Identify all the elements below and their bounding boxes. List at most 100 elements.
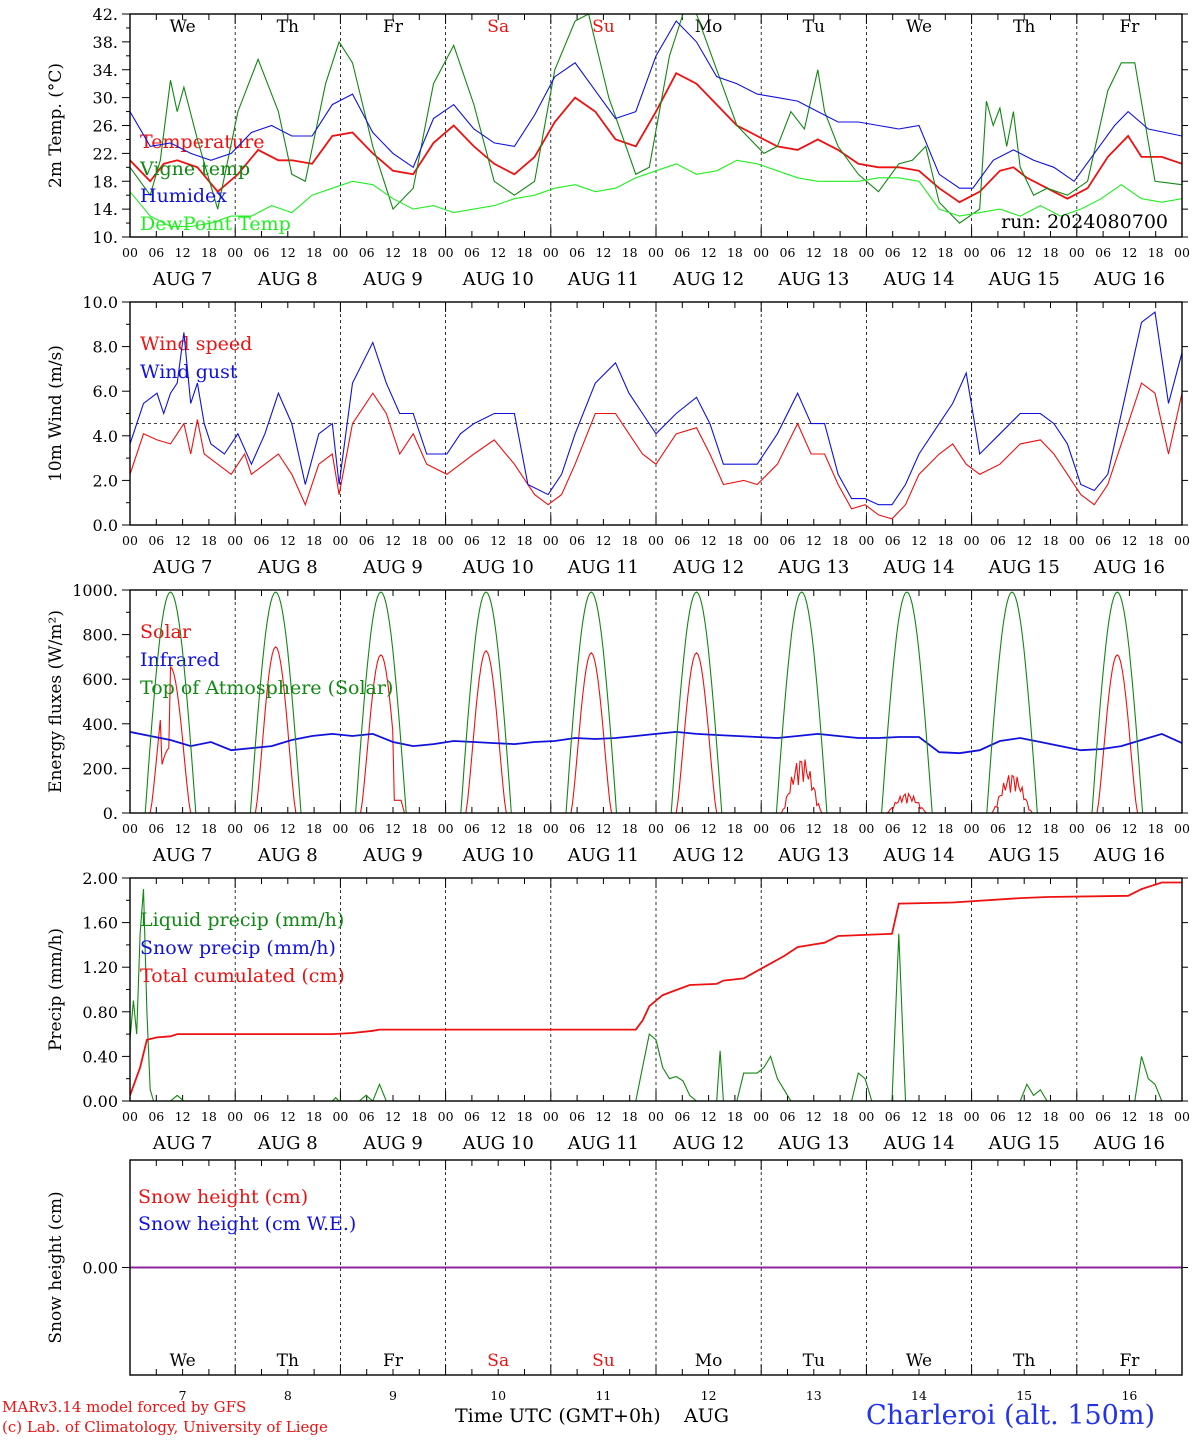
day-of-week-label: Th: [1013, 1351, 1035, 1371]
y-tick-label: 30.: [93, 89, 118, 108]
legend-entry: DewPoint Temp: [140, 213, 291, 235]
x-hour-label: 00: [332, 533, 348, 548]
x-date-label: AUG 15: [988, 1133, 1060, 1154]
x-date-label: AUG 11: [567, 269, 639, 290]
day-of-week-label: Tu: [803, 1351, 825, 1371]
x-hour-label: 06: [148, 821, 164, 836]
y-tick-label: 1.20: [82, 958, 118, 977]
x-date-label: AUG 9: [362, 269, 423, 290]
x-hour-label: 18: [1043, 245, 1059, 260]
series-line: [130, 311, 1182, 506]
x-hour-label: 12: [280, 245, 296, 260]
y-axis-title: 2m Temp. (°C): [46, 63, 66, 188]
x-date-label: AUG 9: [362, 1133, 423, 1154]
y-tick-label: 4.0: [93, 427, 118, 446]
day-of-week-label: We: [170, 1351, 196, 1371]
x-hour-label: 00: [227, 245, 243, 260]
x-hour-label: 00: [543, 1109, 559, 1124]
x-hour-label: 18: [306, 245, 322, 260]
x-hour-label: 18: [1148, 245, 1164, 260]
x-hour-label: 12: [385, 245, 401, 260]
legend-entry: Wind speed: [140, 333, 252, 355]
x-hour-label: 12: [595, 533, 611, 548]
x-hour-label: 12: [911, 533, 927, 548]
x-hour-label: 12: [175, 533, 191, 548]
x-hour-label: 06: [885, 1109, 901, 1124]
x-date-label: AUG 12: [672, 269, 744, 290]
x-hour-label: 00: [1174, 1109, 1190, 1124]
x-hour-label: 12: [701, 821, 717, 836]
x-hour-label: 06: [674, 821, 690, 836]
x-hour-label: 12: [595, 821, 611, 836]
x-hour-label: 18: [306, 1109, 322, 1124]
panel-2: 0.0 2.0 4.0 6.0 8.0 10.0 10m Wind (m/s) 00 06 12 1…: [46, 293, 1190, 578]
x-hour-label: 06: [464, 245, 480, 260]
legend-entry: Snow precip (mm/h): [140, 937, 336, 959]
x-hour-label: 18: [411, 1109, 427, 1124]
x-hour-label: 12: [490, 533, 506, 548]
x-hour-label: 18: [1148, 821, 1164, 836]
day-of-week-label: We: [906, 1351, 932, 1371]
x-hour-label: 18: [832, 1109, 848, 1124]
x-hour-label: 06: [254, 1109, 270, 1124]
x-hour-label: 00: [753, 1109, 769, 1124]
y-axis-title: Snow height (cm): [46, 1191, 66, 1343]
day-of-week-label: Th: [1013, 17, 1035, 37]
x-hour-label: 18: [937, 1109, 953, 1124]
x-date-label: AUG 10: [462, 557, 534, 578]
x-hour-label: 18: [1148, 533, 1164, 548]
x-hour-label: 00: [964, 1109, 980, 1124]
x-hour-label: 12: [1016, 821, 1032, 836]
credit-line-1: MARv3.14 model forced by GFS: [2, 1398, 247, 1416]
x-hour-label: 12: [595, 1109, 611, 1124]
x-hour-label: 00: [122, 1109, 138, 1124]
x-hour-label: 12: [175, 821, 191, 836]
x-hour-label: 06: [780, 245, 796, 260]
series-line: [130, 20, 1182, 189]
x-hour-label: 00: [1069, 533, 1085, 548]
x-hour-label: 06: [359, 533, 375, 548]
x-date-label: AUG 12: [672, 557, 744, 578]
x-hour-label: 00: [543, 821, 559, 836]
y-tick-label: 22.: [93, 144, 118, 163]
x-date-label: AUG 13: [777, 269, 849, 290]
x-hour-label: 18: [517, 1109, 533, 1124]
x-hour-label: 18: [727, 821, 743, 836]
x-hour-label: 00: [227, 533, 243, 548]
x-hour-label: 06: [990, 245, 1006, 260]
x-hour-label: 12: [701, 1109, 717, 1124]
legend-entry: Snow height (cm): [138, 1186, 308, 1208]
x-hour-label: 12: [1016, 533, 1032, 548]
x-hour-label: 00: [332, 1109, 348, 1124]
x-date-label: AUG 8: [257, 557, 318, 578]
x-hour-label: 00: [438, 1109, 454, 1124]
x-hour-label: 06: [464, 533, 480, 548]
x-hour-label: 12: [1016, 1109, 1032, 1124]
x-hour-label: 18: [201, 1109, 217, 1124]
x-hour-label: 18: [622, 821, 638, 836]
day-of-week-label: Mo: [695, 17, 723, 37]
panel-3: 0. 200. 400. 600. 800. 1000. Energy fluxes (W/…: [46, 581, 1190, 866]
day-of-week-label: Su: [592, 17, 615, 37]
legend-entry: Temperature: [140, 131, 264, 153]
x-date-label: AUG 7: [152, 845, 213, 866]
x-date-label: AUG 12: [672, 1133, 744, 1154]
x-day-number: 12: [701, 1388, 717, 1403]
x-hour-label: 00: [1174, 533, 1190, 548]
x-hour-label: 00: [858, 245, 874, 260]
series-line: [130, 71, 1182, 204]
x-hour-label: 18: [622, 245, 638, 260]
x-date-label: AUG 16: [1093, 845, 1165, 866]
x-hour-label: 18: [832, 533, 848, 548]
y-tick-label: 200.: [82, 759, 118, 778]
x-date-label: AUG 10: [462, 845, 534, 866]
legend-entry: Liquid precip (mm/h): [140, 909, 344, 931]
y-tick-label: 600.: [82, 670, 118, 689]
x-hour-label: 00: [122, 533, 138, 548]
x-hour-label: 06: [674, 1109, 690, 1124]
y-tick-label: 6.0: [93, 382, 118, 401]
x-hour-label: 18: [1148, 1109, 1164, 1124]
series-line: [130, 159, 1182, 228]
x-hour-label: 12: [1016, 245, 1032, 260]
x-hour-label: 12: [385, 1109, 401, 1124]
